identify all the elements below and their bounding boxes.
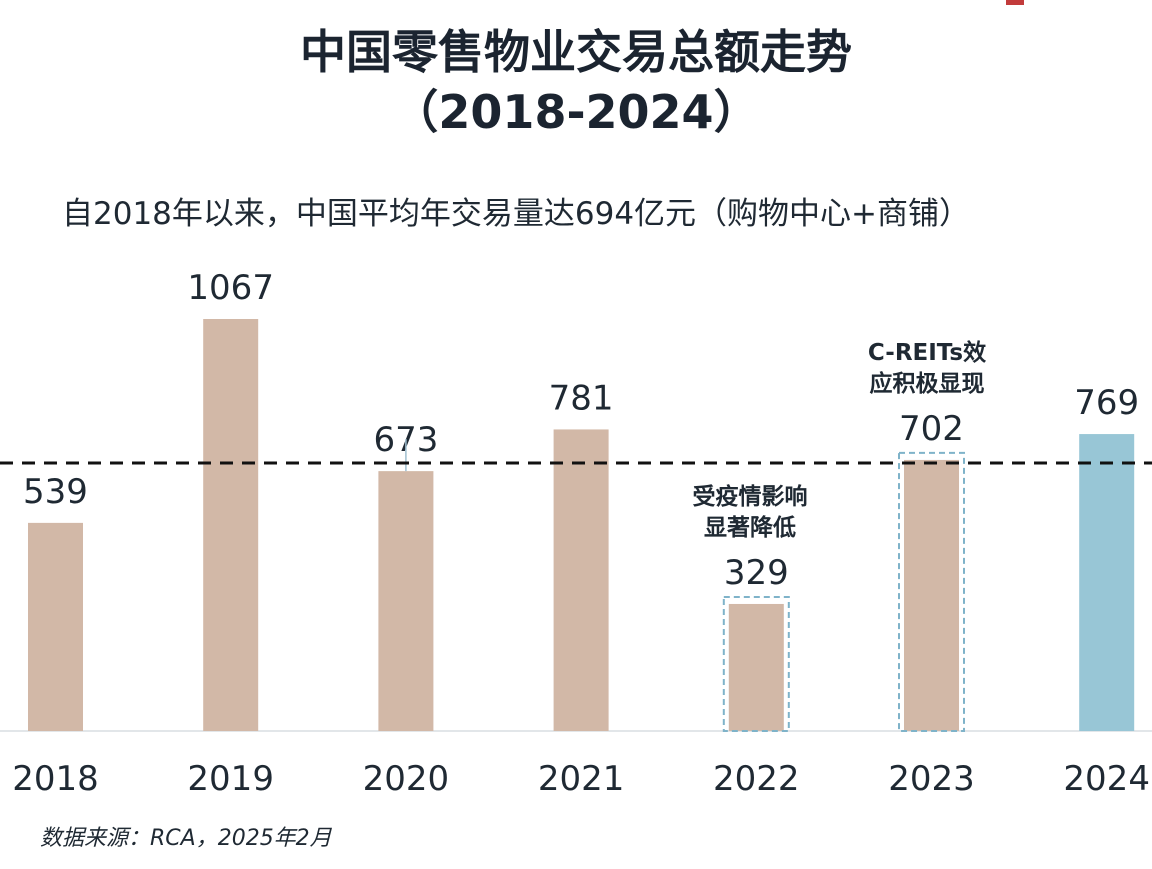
bar-2024 xyxy=(1079,434,1135,731)
highlight-box-2023 xyxy=(898,451,965,732)
category-label-2022: 2022 xyxy=(713,759,800,799)
category-label-2019: 2019 xyxy=(187,759,274,799)
value-label-2021: 781 xyxy=(549,378,614,418)
value-label-2023: 702 xyxy=(899,409,964,449)
category-label-2023: 2023 xyxy=(888,759,975,799)
chart-title: 中国零售物业交易总额走势 （2018-2024） xyxy=(0,22,1152,142)
highlight-box-2022 xyxy=(722,595,790,732)
annotation-2023-line-2: 应积极显现 xyxy=(870,370,985,397)
bar-2018 xyxy=(28,522,83,731)
category-label-2021: 2021 xyxy=(538,759,625,799)
bar-2023 xyxy=(904,459,959,731)
data-source-note: 数据来源：RCA，2025年2月 xyxy=(40,826,332,851)
category-label-2018: 2018 xyxy=(12,759,99,799)
bar-2021 xyxy=(553,429,609,731)
value-label-2018: 539 xyxy=(23,472,88,512)
value-label-2019: 1067 xyxy=(187,268,274,308)
category-label-2020: 2020 xyxy=(363,759,450,799)
bar-2020 xyxy=(378,471,434,731)
annotation-2023-line-1: C-REITs效 xyxy=(868,339,986,366)
bar-2022 xyxy=(728,603,784,731)
annotation-2022-line-1: 受疫情影响 xyxy=(693,483,808,510)
annotation-2022-line-2: 显著降低 xyxy=(704,515,796,541)
chart-title-line-2: （2018-2024） xyxy=(392,85,760,139)
chart-title-line-1: 中国零售物业交易总额走势 xyxy=(300,25,852,79)
bar-2019 xyxy=(203,319,259,731)
corner-accent-mark xyxy=(1006,0,1024,5)
chart-subtitle: 自2018年以来，中国平均年交易量达694亿元（购物中心+商铺） xyxy=(62,196,971,232)
category-label-2024: 2024 xyxy=(1063,759,1150,799)
value-label-2022: 329 xyxy=(724,553,789,593)
value-label-2024: 769 xyxy=(1074,383,1139,423)
